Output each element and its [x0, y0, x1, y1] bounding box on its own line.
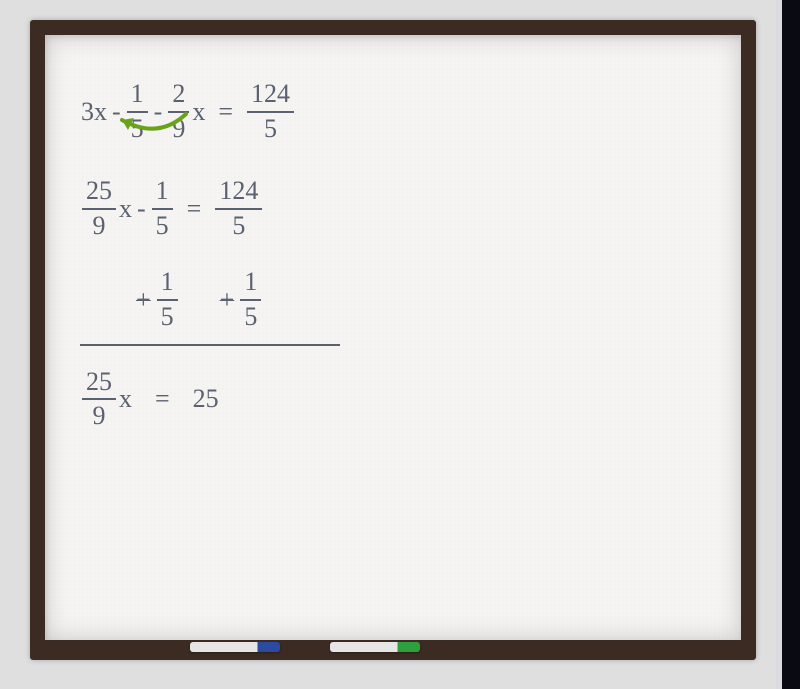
denominator: 5: [240, 303, 261, 332]
whiteboard-surface: 3x - 1 5 - 2 9 x =: [45, 35, 741, 640]
marker-pen: [190, 642, 280, 652]
marker-pen: [330, 642, 420, 652]
minus-op: -: [133, 196, 150, 222]
denominator: 5: [152, 212, 173, 241]
numerator: 1: [152, 177, 173, 206]
equation-line-1: 3x - 1 5 - 2 9 x =: [80, 80, 340, 143]
fraction: 1 5: [152, 177, 173, 240]
fraction: 124 5: [215, 177, 262, 240]
equals: =: [206, 99, 245, 125]
numerator: 25: [82, 177, 116, 206]
term: 3x: [80, 99, 108, 125]
numerator: 124: [215, 177, 262, 206]
fraction: 2 9: [168, 80, 189, 143]
denominator: 5: [127, 115, 148, 144]
numerator: 124: [247, 80, 294, 109]
equation-line-3: + 1 5 + 1 5: [132, 268, 340, 331]
fraction-bar: [82, 208, 116, 210]
fraction-bar: [157, 299, 178, 301]
fraction: 25 9: [82, 177, 116, 240]
denominator: 5: [157, 303, 178, 332]
fraction-bar: [168, 111, 189, 113]
result: 25: [192, 386, 220, 412]
fraction-bar: [247, 111, 294, 113]
numerator: 2: [168, 80, 189, 109]
whiteboard-frame: 3x - 1 5 - 2 9 x =: [30, 20, 756, 660]
fraction: 1 5: [157, 268, 178, 331]
equals: =: [175, 196, 214, 222]
fraction-bar: [240, 299, 261, 301]
fraction: 1 5: [127, 80, 148, 143]
fraction-bar: [215, 208, 262, 210]
minus-op: -: [150, 99, 167, 125]
numerator: 25: [82, 368, 116, 397]
denominator: 9: [89, 212, 110, 241]
fraction-bar: [82, 398, 116, 400]
minus-op: -: [108, 99, 125, 125]
denominator: 5: [260, 115, 281, 144]
screen-background: 3x - 1 5 - 2 9 x =: [0, 0, 800, 689]
fraction: 124 5: [247, 80, 294, 143]
denominator: 5: [228, 212, 249, 241]
denominator: 9: [168, 115, 189, 144]
term: x: [118, 386, 133, 412]
numerator: 1: [157, 268, 178, 297]
work-divider-line: [80, 344, 340, 346]
fraction-bar: [152, 208, 173, 210]
plus-op: +: [132, 287, 155, 313]
fraction-bar: [127, 111, 148, 113]
equation-line-2: 25 9 x - 1 5 = 124 5: [80, 177, 340, 240]
denominator: 9: [89, 402, 110, 431]
marker-tray: [30, 640, 756, 654]
equals: =: [133, 386, 192, 412]
monitor-bezel: [782, 0, 800, 689]
term: x: [191, 99, 206, 125]
math-work-area: 3x - 1 5 - 2 9 x =: [80, 80, 340, 459]
fraction: 25 9: [82, 368, 116, 431]
term: x: [118, 196, 133, 222]
numerator: 1: [127, 80, 148, 109]
equation-line-4: 25 9 x = 25: [80, 368, 340, 431]
plus-op: +: [216, 287, 239, 313]
numerator: 1: [240, 268, 261, 297]
fraction: 1 5: [240, 268, 261, 331]
